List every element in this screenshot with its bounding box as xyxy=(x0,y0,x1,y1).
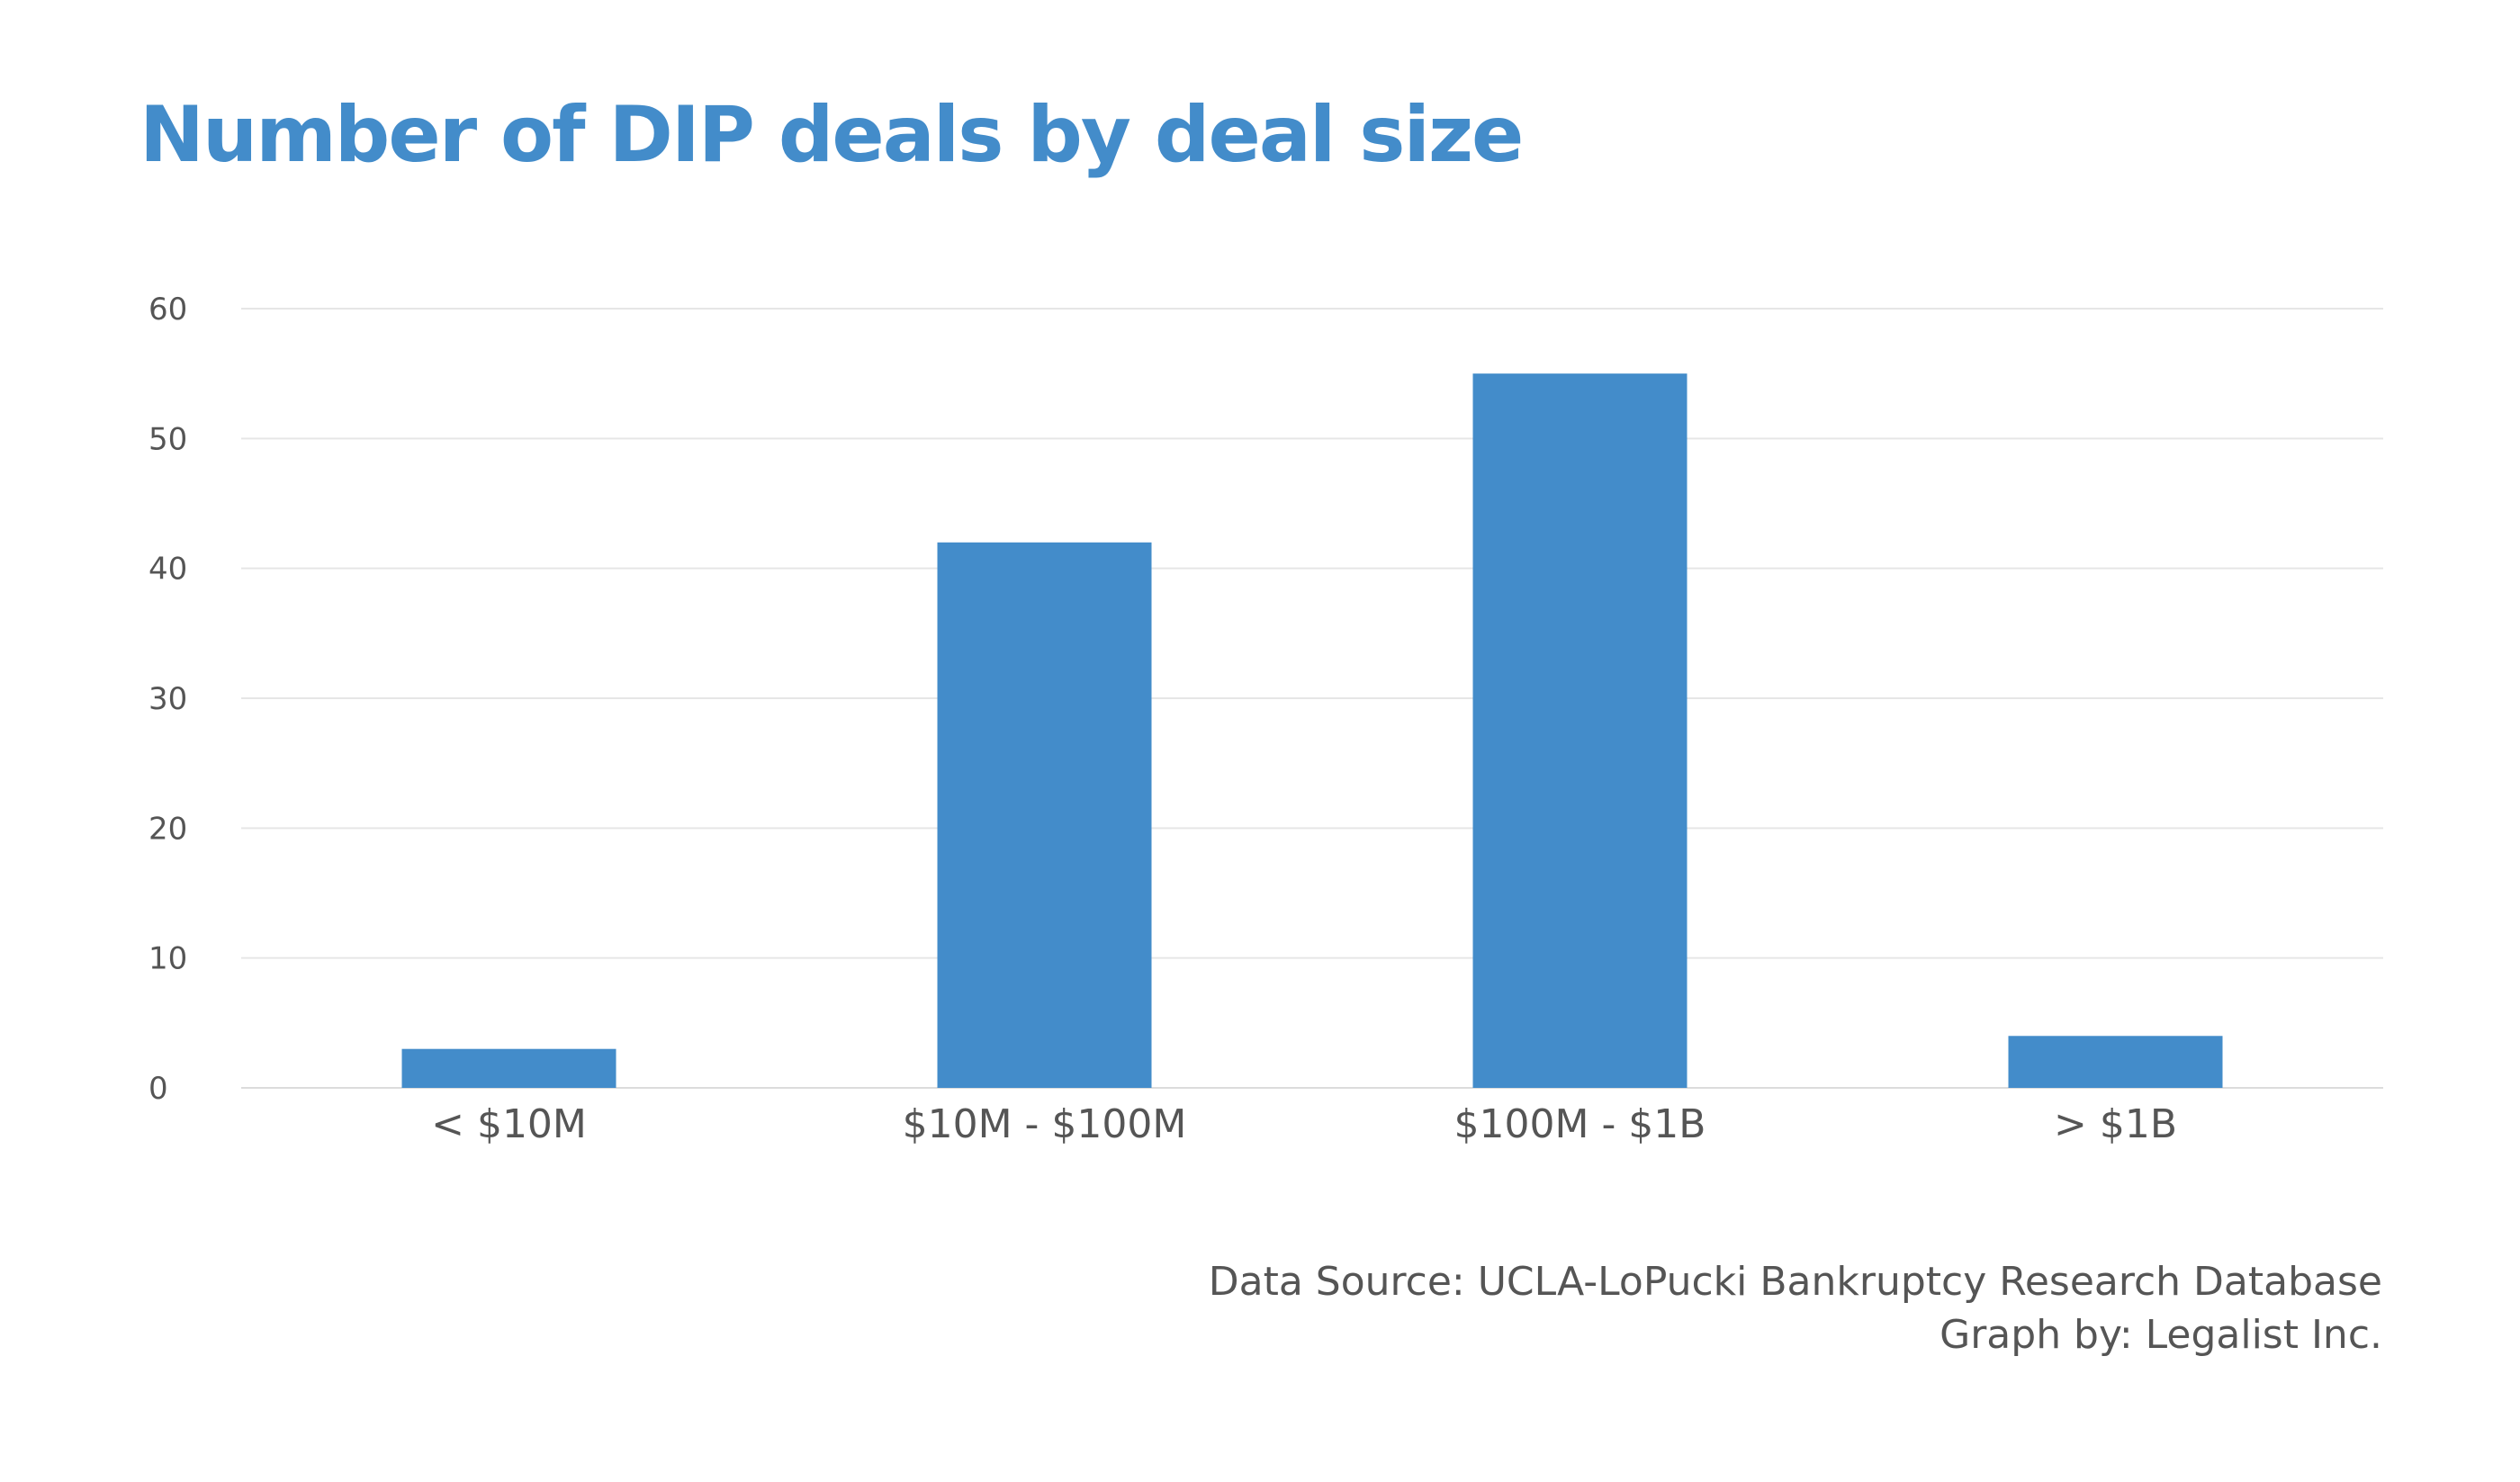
chart-title: Number of DIP deals by deal size xyxy=(140,90,1524,180)
data-source-note: Data Source: UCLA-LoPucki Bankruptcy Res… xyxy=(1208,1259,2382,1305)
bar xyxy=(937,542,1152,1088)
x-tick-label: > $1B xyxy=(2054,1101,2177,1147)
y-tick-label: 10 xyxy=(148,941,187,977)
gridlines xyxy=(241,308,2383,1089)
bars xyxy=(401,373,2223,1089)
y-tick-label: 0 xyxy=(148,1071,168,1107)
bar xyxy=(1472,373,1688,1089)
x-tick-label: $100M - $1B xyxy=(1454,1101,1706,1147)
graph-credit: Graph by: Legalist Inc. xyxy=(1940,1312,2382,1358)
x-axis-ticks: < $10M $10M - $100M $100M - $1B > $1B xyxy=(431,1101,2177,1147)
x-tick-label: $10M - $100M xyxy=(903,1101,1187,1147)
y-tick-label: 60 xyxy=(148,292,187,328)
x-tick-label: < $10M xyxy=(431,1101,587,1147)
bar xyxy=(2008,1036,2223,1088)
y-tick-label: 40 xyxy=(148,552,187,588)
y-tick-label: 20 xyxy=(148,811,187,847)
y-tick-label: 30 xyxy=(148,681,187,717)
bar xyxy=(401,1048,616,1088)
chart-footer: Data Source: UCLA-LoPucki Bankruptcy Res… xyxy=(1209,1255,2382,1361)
y-tick-label: 50 xyxy=(148,421,187,457)
y-axis-ticks: 0 10 20 30 40 50 60 xyxy=(148,292,187,1107)
